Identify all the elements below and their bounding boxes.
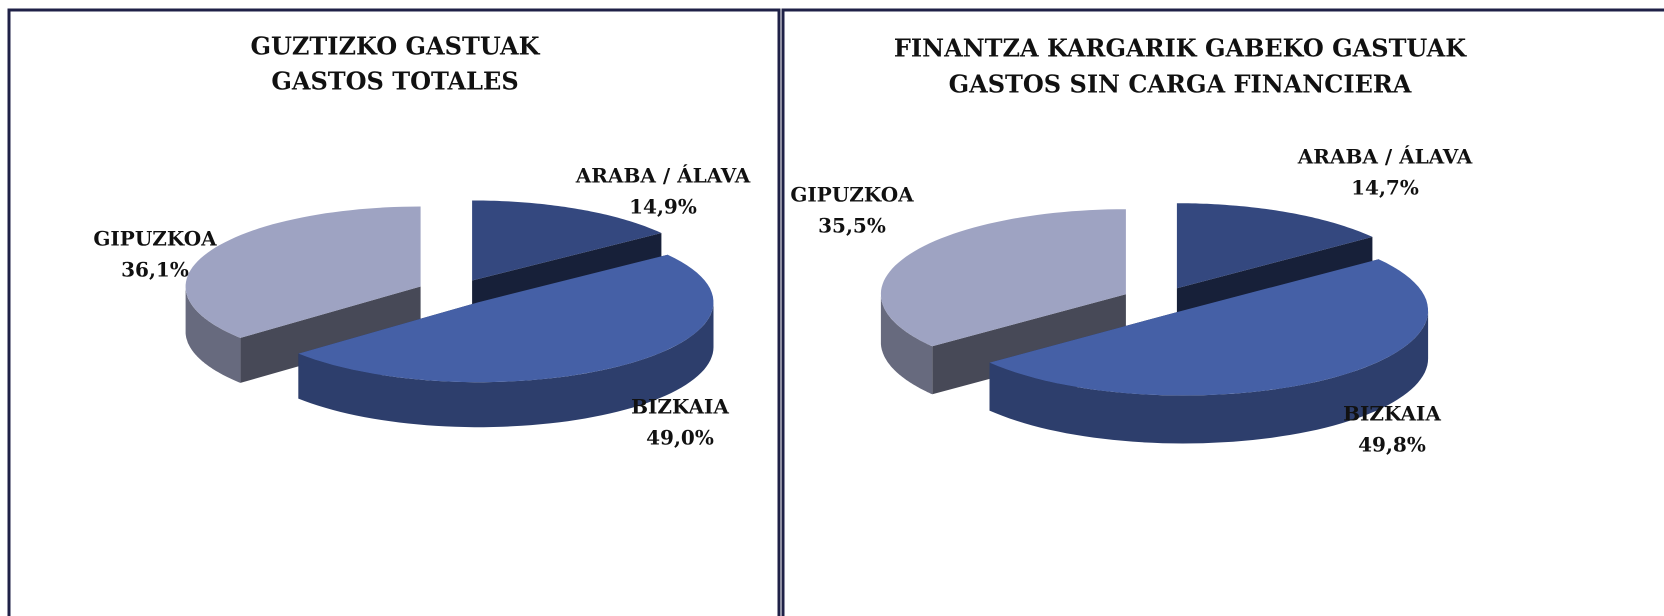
value-label: 36,1% bbox=[121, 258, 189, 282]
chart-title: FINANTZA KARGARIK GABEKO GASTUAK bbox=[894, 34, 1467, 63]
slice bbox=[1176, 203, 1373, 289]
value-label: 49,0% bbox=[646, 426, 714, 450]
slice-label: ARABA / ÁLAVA bbox=[1297, 145, 1473, 169]
chart-subtitle: GASTOS TOTALES bbox=[271, 67, 518, 96]
slice-label: BIZKAIA bbox=[631, 395, 729, 419]
slice-label: BIZKAIA bbox=[1343, 402, 1441, 426]
slice-wall bbox=[989, 310, 1429, 444]
slice-side bbox=[932, 294, 1126, 395]
slice-label: GIPUZKOA bbox=[93, 227, 217, 251]
slice bbox=[298, 254, 714, 383]
slice-label: ARABA / ÁLAVA bbox=[575, 164, 751, 188]
slice bbox=[472, 200, 662, 281]
chart-subtitle: GASTOS SIN CARGA FINANCIERA bbox=[949, 70, 1412, 99]
slice bbox=[880, 209, 1126, 347]
value-label: 49,8% bbox=[1358, 433, 1426, 457]
slice bbox=[185, 206, 421, 338]
slice-wall bbox=[298, 302, 714, 428]
value-label: 14,7% bbox=[1351, 176, 1419, 200]
slice-label: GIPUZKOA bbox=[790, 183, 914, 207]
chart-title: GUZTIZKO GASTUAK bbox=[250, 32, 540, 61]
panel-border bbox=[7, 8, 781, 616]
slice bbox=[989, 259, 1428, 396]
slice-side bbox=[240, 286, 421, 383]
value-label: 14,9% bbox=[629, 195, 697, 219]
slice-wall bbox=[880, 294, 933, 395]
slice-wall bbox=[185, 286, 241, 383]
panel-border bbox=[781, 8, 1664, 616]
value-label: 35,5% bbox=[818, 214, 886, 238]
